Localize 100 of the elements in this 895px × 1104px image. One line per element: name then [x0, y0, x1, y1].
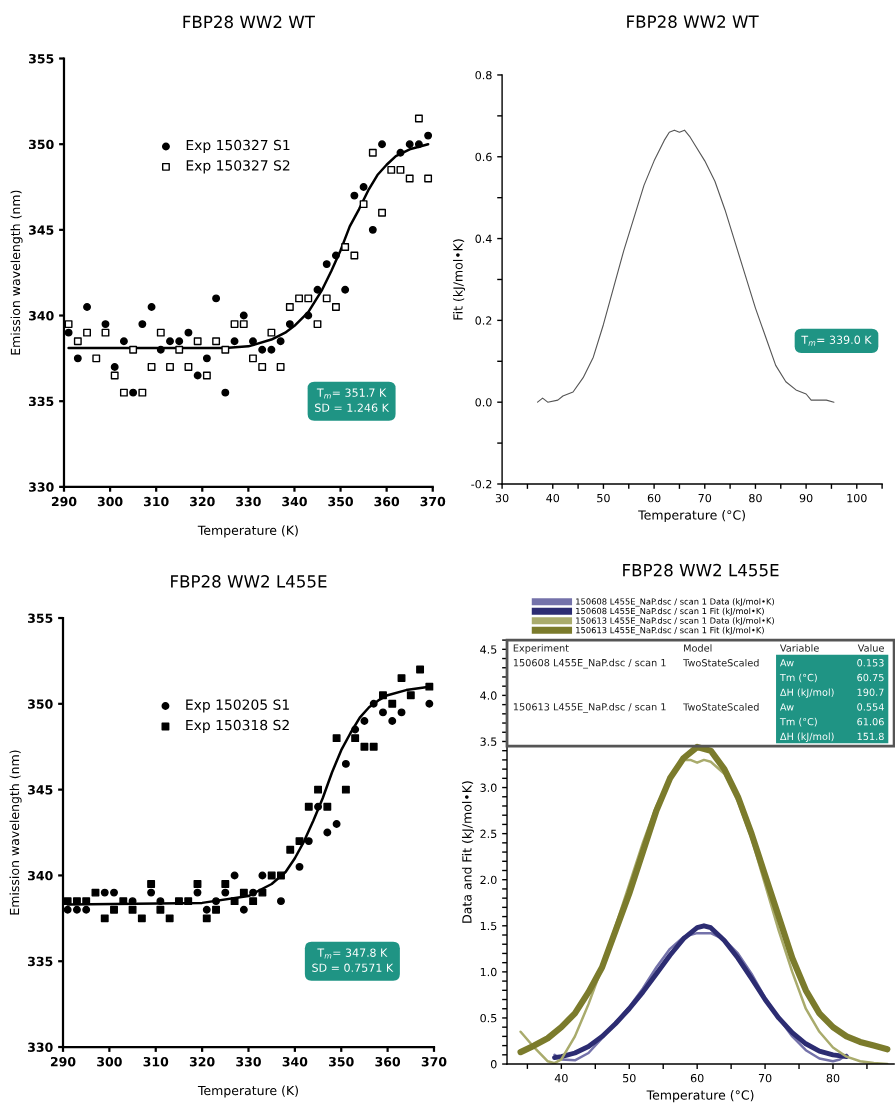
y-tick-label: 335: [29, 396, 54, 407]
y-tick-label: 340: [29, 310, 54, 321]
y-tick-label: 0.0: [475, 398, 492, 407]
x-tick-label: 310: [143, 1056, 169, 1067]
x-tick-label: 340: [282, 496, 307, 507]
annotation: Tm (°C): [779, 717, 817, 727]
y-tick-label: 3.5: [480, 737, 497, 746]
chart-title: FBP28 WW2 L455E: [171, 575, 327, 588]
annotation: ΔH (kJ/mol): [779, 732, 834, 742]
annotation: 0.554: [857, 703, 884, 711]
x-tick-label: 370: [421, 1056, 447, 1067]
y-tick-label: 2.0: [480, 875, 497, 885]
y-tick-label: 355: [28, 613, 53, 623]
annotation: Aw: [779, 703, 794, 711]
annotation: T$_{m}$= 347.8 K SD = 0.7571 K: [312, 948, 394, 972]
x-axis-title: Temperature (°C): [646, 1090, 754, 1103]
y-tick-label: 345: [28, 785, 53, 795]
y-tick-label: 350: [29, 139, 54, 150]
y-axis-title: Fit (kJ/mol•K): [453, 239, 466, 320]
y-tick-label: 335: [28, 956, 53, 967]
x-tick-label: 90: [799, 493, 813, 503]
chart-title: FBP28 WW2 L455E: [623, 563, 779, 577]
y-tick-label: 2.5: [480, 829, 497, 839]
y-axis-title: Data and Fit (kJ/mol•K): [461, 781, 474, 923]
annotation: Tm (°C): [779, 673, 817, 683]
y-tick-label: 330: [28, 1042, 53, 1052]
annotation: T$_{m}$= 339.0 K: [801, 335, 872, 346]
x-tick-label: 50: [597, 493, 610, 503]
legend-label: Exp 150327 S1: [186, 139, 290, 153]
x-tick-label: 330: [236, 496, 261, 507]
x-tick-label: 360: [374, 496, 400, 507]
x-axis-title: Temperature (K): [197, 1085, 298, 1098]
y-tick-label: 330: [29, 482, 54, 492]
y-tick-label: 350: [28, 699, 53, 709]
x-tick-label: 300: [97, 1056, 122, 1067]
x-tick-label: 340: [282, 1056, 308, 1067]
y-tick-label: 0.6: [475, 152, 492, 162]
annotation: 60.75: [857, 673, 884, 682]
x-tick-label: 30: [495, 493, 509, 503]
legend-label: Exp 150327 S2: [186, 160, 290, 174]
y-tick-label: 0.4: [475, 234, 492, 243]
annotation: 61.06: [857, 718, 884, 726]
x-tick-label: 60: [690, 1073, 704, 1083]
legend-label: 150613 L455E_NaP.dsc / scan 1 Fit (kJ/mol•K): [576, 626, 764, 636]
annotation: TwoStateScaled: [683, 658, 759, 667]
y-tick-label: 4.5: [480, 645, 497, 654]
annotation: Variable: [779, 644, 819, 652]
y-tick-label: 355: [29, 53, 54, 64]
annotation: 150613 L455E_NaP.dsc / scan 1: [513, 702, 666, 713]
y-tick-label: 1.5: [480, 921, 497, 931]
x-tick-label: 50: [623, 1073, 636, 1083]
x-axis-title: Temperature (K): [197, 525, 298, 538]
x-axis-title: Temperature (°C): [638, 510, 745, 523]
legend-label: 150608 L455E_NaP.dsc / scan 1 Data (kJ/mol•K): [576, 598, 774, 607]
y-tick-label: -0.2: [471, 479, 492, 489]
annotation: Model: [684, 644, 712, 652]
y-tick-label: 3.0: [480, 783, 497, 792]
x-tick-label: 350: [328, 496, 353, 507]
x-tick-label: 70: [698, 493, 712, 503]
y-tick-label: 0.8: [475, 70, 492, 80]
x-tick-label: 40: [554, 1073, 568, 1083]
annotation: 150608 L455E_NaP.dsc / scan 1: [513, 658, 666, 669]
x-tick-label: 360: [375, 1056, 401, 1067]
y-tick-label: 4.0: [480, 691, 497, 700]
annotation: 0.153: [857, 659, 884, 667]
x-tick-label: 60: [647, 493, 661, 503]
x-tick-label: 320: [190, 496, 215, 507]
annotation: ΔH (kJ/mol): [779, 688, 834, 698]
chart-title: FBP28 WW2 WT: [183, 15, 315, 29]
chart-title: FBP28 WW2 WT: [627, 15, 759, 28]
annotation: 190.7: [857, 688, 884, 696]
x-tick-label: 300: [97, 496, 123, 507]
x-tick-label: 320: [189, 1056, 215, 1067]
x-tick-label: 330: [236, 1056, 261, 1067]
x-tick-label: 80: [826, 1073, 840, 1083]
annotation: Value: [857, 644, 884, 652]
x-tick-label: 370: [420, 496, 446, 507]
annotation: Aw: [779, 659, 794, 667]
x-tick-label: 100: [847, 493, 867, 503]
y-tick-label: 0: [490, 1060, 497, 1069]
x-tick-label: 310: [143, 496, 169, 507]
x-tick-label: 350: [329, 1056, 354, 1067]
x-tick-label: 40: [546, 493, 560, 503]
y-tick-label: 345: [29, 225, 54, 235]
y-tick-label: 0.2: [475, 316, 492, 325]
y-tick-label: 340: [28, 870, 53, 881]
legend-label: Exp 150205 S1: [186, 699, 289, 713]
y-axis-title: Emission wavelength (nm): [10, 190, 23, 355]
legend-label: 150608 L455E_NaP.dsc / scan 1 Fit (kJ/mol•K): [576, 607, 764, 617]
x-tick-label: 290: [50, 1056, 76, 1067]
legend-label: Exp 150318 S2: [186, 719, 289, 733]
y-tick-label: 1.0: [480, 967, 497, 977]
annotation: Experiment: [513, 644, 569, 654]
annotation: 151.8: [857, 732, 884, 741]
x-tick-label: 290: [51, 496, 77, 507]
y-tick-label: 0.5: [480, 1013, 497, 1023]
legend-label: 150613 L455E_NaP.dsc / scan 1 Data (kJ/mol•K): [576, 617, 774, 626]
y-axis-title: Emission wavelength (nm): [9, 750, 22, 915]
annotation: T$_{m}$= 351.7 K SD = 1.246 K: [315, 388, 390, 412]
x-tick-label: 70: [758, 1073, 772, 1083]
